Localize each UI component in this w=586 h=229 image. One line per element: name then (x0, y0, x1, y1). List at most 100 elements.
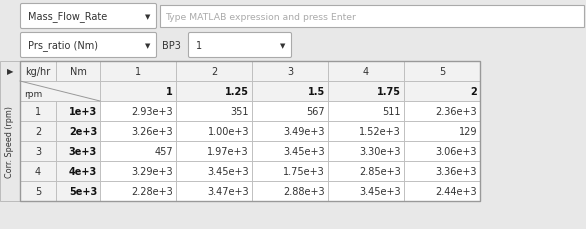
Bar (56, 62, 100, 82)
Text: 2.44e+3: 2.44e+3 (435, 186, 477, 196)
Text: 567: 567 (306, 106, 325, 117)
Text: 1: 1 (35, 106, 41, 117)
Text: 3: 3 (35, 146, 41, 156)
Text: BP3: BP3 (162, 41, 181, 51)
Text: 3.26e+3: 3.26e+3 (131, 126, 173, 136)
Bar (56, 121, 100, 141)
Bar (328, 62, 404, 82)
Bar (252, 101, 328, 121)
Text: 4: 4 (35, 166, 41, 176)
Bar (100, 121, 176, 141)
Bar (404, 121, 480, 141)
Bar (100, 62, 176, 82)
Bar (20, 62, 56, 82)
Bar (0, 2, 586, 32)
Text: ▼: ▼ (145, 43, 151, 49)
Bar (56, 101, 100, 121)
Text: 3.47e+3: 3.47e+3 (207, 186, 249, 196)
Bar (404, 62, 480, 82)
Text: 2.36e+3: 2.36e+3 (435, 106, 477, 117)
Bar (176, 101, 252, 121)
Text: 3.45e+3: 3.45e+3 (284, 146, 325, 156)
Text: 5: 5 (439, 67, 445, 77)
Text: Corr. Speed (rpm): Corr. Speed (rpm) (5, 106, 15, 177)
Bar (252, 181, 328, 201)
Text: 3.30e+3: 3.30e+3 (359, 146, 401, 156)
Bar (252, 161, 328, 181)
Bar (56, 161, 100, 181)
Bar (328, 161, 404, 181)
Text: 1.25: 1.25 (225, 87, 249, 97)
Text: 2.28e+3: 2.28e+3 (131, 186, 173, 196)
FancyBboxPatch shape (189, 33, 291, 58)
Text: 351: 351 (230, 106, 249, 117)
Text: 5e+3: 5e+3 (69, 186, 97, 196)
Text: 1: 1 (196, 41, 202, 51)
Text: 2: 2 (470, 87, 477, 97)
Text: 5: 5 (35, 186, 41, 196)
Bar (328, 141, 404, 161)
Text: 1.00e+3: 1.00e+3 (207, 126, 249, 136)
Bar (20, 161, 56, 181)
Bar (56, 141, 100, 161)
Bar (100, 161, 176, 181)
Bar (404, 101, 480, 121)
Bar (20, 62, 480, 201)
Text: 3e+3: 3e+3 (69, 146, 97, 156)
Text: Type MATLAB expression and press Enter: Type MATLAB expression and press Enter (165, 12, 356, 21)
Bar (404, 141, 480, 161)
Bar (176, 141, 252, 161)
Bar (328, 101, 404, 121)
Bar (176, 62, 252, 82)
FancyBboxPatch shape (21, 5, 156, 29)
Text: 3.45e+3: 3.45e+3 (359, 186, 401, 196)
Bar (56, 181, 100, 201)
Text: 1: 1 (135, 67, 141, 77)
Text: ▶: ▶ (7, 67, 13, 76)
Text: rpm: rpm (24, 90, 42, 98)
Text: 457: 457 (154, 146, 173, 156)
Text: 129: 129 (458, 126, 477, 136)
Bar (100, 181, 176, 201)
Text: Prs_ratio (Nm): Prs_ratio (Nm) (28, 40, 98, 51)
Text: 3.45e+3: 3.45e+3 (207, 166, 249, 176)
Bar (100, 141, 176, 161)
Text: kg/hr: kg/hr (25, 67, 50, 77)
Text: 3.29e+3: 3.29e+3 (131, 166, 173, 176)
Bar (100, 101, 176, 121)
Text: 2e+3: 2e+3 (69, 126, 97, 136)
Text: 1.97e+3: 1.97e+3 (207, 146, 249, 156)
Bar (0, 31, 586, 61)
Bar (328, 181, 404, 201)
Text: 3.49e+3: 3.49e+3 (284, 126, 325, 136)
Bar (20, 101, 56, 121)
Text: 2.85e+3: 2.85e+3 (359, 166, 401, 176)
Bar (404, 161, 480, 181)
Text: 2.93e+3: 2.93e+3 (131, 106, 173, 117)
Bar (252, 82, 328, 101)
Bar (176, 82, 252, 101)
Text: 3.06e+3: 3.06e+3 (435, 146, 477, 156)
Text: Mass_Flow_Rate: Mass_Flow_Rate (28, 11, 107, 22)
Text: Nm: Nm (70, 67, 87, 77)
Bar (100, 82, 176, 101)
Bar (20, 141, 56, 161)
Bar (0, 62, 20, 201)
Text: 1: 1 (166, 87, 173, 97)
Bar (404, 181, 480, 201)
Bar (20, 181, 56, 201)
Text: 1.52e+3: 1.52e+3 (359, 126, 401, 136)
Bar (176, 161, 252, 181)
Text: 2: 2 (35, 126, 41, 136)
Bar (252, 62, 328, 82)
Text: 511: 511 (383, 106, 401, 117)
Bar (160, 6, 584, 28)
Text: 3.36e+3: 3.36e+3 (435, 166, 477, 176)
Text: 2: 2 (211, 67, 217, 77)
Text: 4e+3: 4e+3 (69, 166, 97, 176)
Bar (20, 82, 100, 101)
Bar (252, 121, 328, 141)
Bar (176, 121, 252, 141)
Bar (404, 82, 480, 101)
Text: 1.75: 1.75 (377, 87, 401, 97)
